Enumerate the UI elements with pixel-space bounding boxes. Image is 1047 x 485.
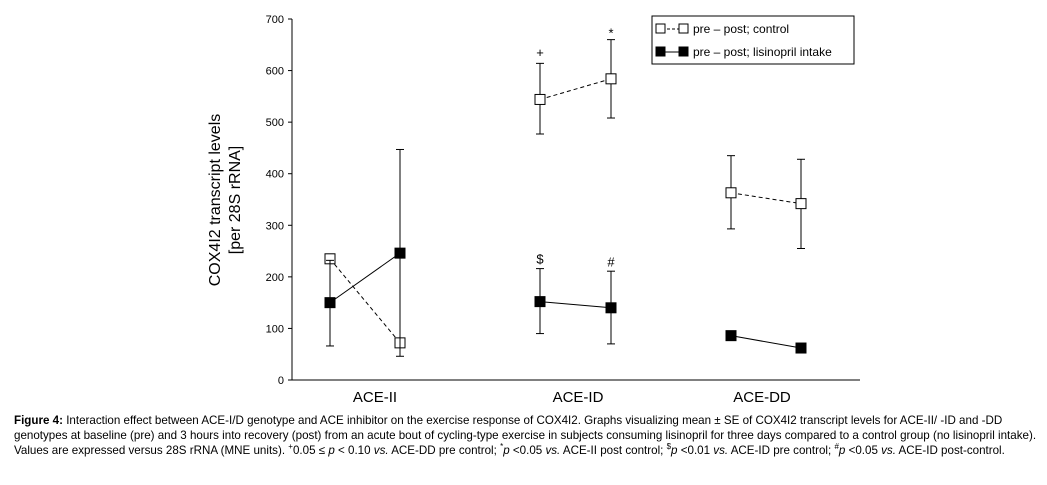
y-axis-title: COX4I2 transcript levels [per 28S rRNA] xyxy=(207,114,244,287)
y-tick-label: 500 xyxy=(266,117,284,129)
caption-sup-dollar: $ xyxy=(666,442,672,452)
legend-control-marker-left xyxy=(655,23,666,34)
series-layer xyxy=(324,39,807,357)
caption-p-1: p xyxy=(328,444,335,457)
y-tick-label: 100 xyxy=(266,323,284,335)
caption-text-10: ACE-ID post-control. xyxy=(895,444,1005,457)
significance-marker: + xyxy=(536,45,544,60)
series-line-lisinopril xyxy=(329,252,401,304)
caption-text-4: ACE-DD pre control; xyxy=(388,444,501,457)
data-point-lisinopril xyxy=(324,297,336,309)
caption-text-6: ACE-II post control; xyxy=(560,444,667,457)
chart: COX4I2 transcript levels [per 28S rRNA] … xyxy=(207,14,860,406)
x-category-label: ACE-DD xyxy=(733,389,791,406)
legend-control-label: pre – post; control xyxy=(693,22,789,36)
data-point-control xyxy=(534,93,546,105)
data-point-control xyxy=(605,73,617,85)
caption-text-8: ACE-ID pre control; xyxy=(728,444,835,457)
caption-text-3: < 0.10 xyxy=(334,444,374,457)
series-line-control xyxy=(539,78,612,100)
data-point-control xyxy=(795,198,807,210)
data-point-control xyxy=(725,187,737,199)
legend: pre – post; control pre – post; lisinopr… xyxy=(651,15,855,65)
data-point-lisinopril xyxy=(534,296,546,308)
y-tick-label: 200 xyxy=(266,272,284,284)
caption-vs-1: vs. xyxy=(373,444,389,457)
series-line-control xyxy=(329,258,401,344)
data-point-lisinopril xyxy=(795,342,807,354)
data-point-lisinopril xyxy=(394,247,406,259)
caption-p-3: p xyxy=(671,444,678,457)
caption-vs-4: vs. xyxy=(881,444,896,457)
significance-marker: # xyxy=(607,254,615,269)
y-tick-label: 0 xyxy=(278,375,284,387)
significance-marker: * xyxy=(608,25,613,40)
caption-text-1: Interaction effect between ACE-I/D genot… xyxy=(14,414,1037,457)
legend-lisinopril-label: pre – post; lisinopril intake xyxy=(693,45,832,59)
y-tick-label: 700 xyxy=(266,14,284,26)
x-category-label: ACE-ID xyxy=(553,389,604,406)
y-tick-label: 600 xyxy=(266,66,284,78)
data-point-lisinopril xyxy=(605,302,617,314)
legend-lisinopril-marker-left xyxy=(655,46,666,57)
caption-text-5: <0.05 xyxy=(509,444,546,457)
x-category-label: ACE-II xyxy=(353,389,397,406)
data-point-lisinopril xyxy=(725,330,737,342)
y-tick-label: 400 xyxy=(266,169,284,181)
series-line-control xyxy=(730,192,802,205)
caption-vs-2: vs. xyxy=(545,444,561,457)
caption-label: Figure 4: xyxy=(14,414,63,427)
series-line-lisinopril xyxy=(539,301,612,309)
series-line-lisinopril xyxy=(730,335,802,349)
y-tick-label: 300 xyxy=(266,220,284,232)
caption-vs-3: vs. xyxy=(713,444,729,457)
figure-caption: Figure 4: Interaction effect between ACE… xyxy=(14,413,1044,458)
y-axis-label-line2: [per 28S rRNA] xyxy=(227,146,244,254)
caption-p-2: p xyxy=(503,444,510,457)
y-axis-label-line1: COX4I2 transcript levels xyxy=(207,114,224,287)
significance-marker: $ xyxy=(536,251,544,266)
caption-sup-plus: + xyxy=(288,442,293,452)
caption-p-4: p xyxy=(838,444,846,457)
caption-text-7: <0.01 xyxy=(677,444,714,457)
annotations: + * $ # xyxy=(536,25,615,269)
axes: 0 100 200 300 400 500 600 700 ACE-II ACE-ID ACE-DD xyxy=(266,14,860,406)
legend-lisinopril-marker-right xyxy=(678,46,689,57)
caption-sup-star: * xyxy=(500,442,504,452)
legend-control-marker-right xyxy=(678,23,689,34)
caption-text-2: 0.05 ≤ xyxy=(292,444,329,457)
caption-text-9: <0.05 xyxy=(845,444,882,457)
caption-sup-hash: # xyxy=(834,442,839,452)
